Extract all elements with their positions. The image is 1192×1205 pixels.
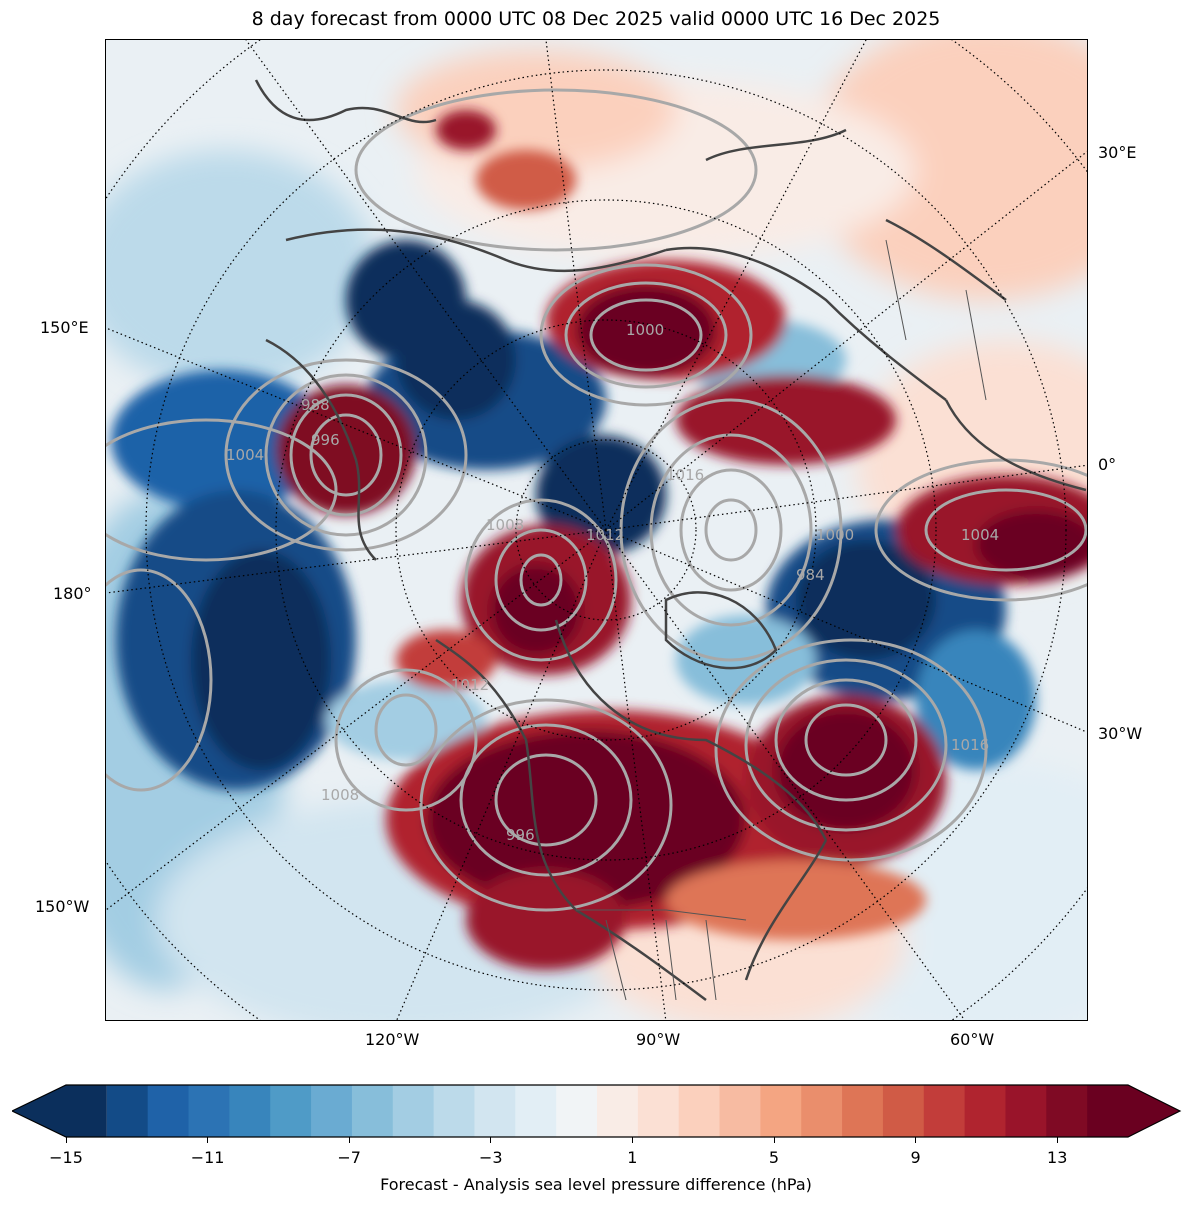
colorbar-cell (801, 1085, 843, 1137)
contour-label: 1000 (816, 526, 854, 544)
colorbar-cell (474, 1085, 516, 1137)
colorbar-tick-mark (773, 1137, 775, 1143)
plot-title: 8 day forecast from 0000 UTC 08 Dec 2025… (251, 8, 941, 30)
colorbar-tick-mark (490, 1137, 492, 1143)
colorbar-cell (1046, 1085, 1088, 1137)
lon-label: 180° (53, 584, 92, 603)
colorbar-cell (515, 1085, 557, 1137)
lon-label: 150°W (35, 897, 90, 916)
graticule (106, 40, 1087, 1020)
colorbar-cell (637, 1085, 680, 1137)
colorbar-cell (760, 1085, 802, 1137)
lon-label: 30°E (1098, 143, 1137, 162)
colorbar-cell (351, 1085, 394, 1137)
colorbar-cell (392, 1085, 435, 1137)
borders (576, 239, 987, 1001)
contour-label: 1012 (586, 526, 624, 544)
contour-labels: 1000 1008 1012 988 996 1004 1016 984 100… (226, 321, 999, 844)
colorbar-tick-label: −11 (190, 1148, 225, 1167)
contour-label: 988 (301, 396, 330, 414)
coastlines (254, 79, 1087, 1002)
colorbar-cell (556, 1085, 598, 1137)
colorbar-cell (229, 1085, 271, 1137)
colorbar-cell (311, 1085, 353, 1137)
colorbar-cell (923, 1085, 966, 1137)
colorbar-cell (964, 1085, 1007, 1137)
colorbar-cell (882, 1085, 925, 1137)
colorbar-tick-mark (207, 1137, 209, 1143)
contour-label: 1016 (666, 466, 704, 484)
contour-label: 996 (311, 431, 340, 449)
colorbar-tick-mark (631, 1137, 633, 1143)
contour-label: 1000 (626, 321, 664, 339)
lon-label: 90°W (636, 1030, 681, 1049)
colorbar-tick-mark (65, 1137, 67, 1143)
colorbar-tick-mark (915, 1137, 917, 1143)
lon-label: 150°E (40, 318, 89, 337)
colorbar-cell (678, 1085, 721, 1137)
colorbar-tick-label: 9 (910, 1148, 921, 1167)
colorbar (12, 1084, 1182, 1138)
map-canvas: 1000 1008 1012 988 996 1004 1016 984 100… (106, 40, 1087, 1020)
contour-label: 1008 (486, 516, 524, 534)
lon-label: 120°W (365, 1030, 420, 1049)
colorbar-tick-mark (348, 1137, 350, 1143)
colorbar-cell (842, 1085, 884, 1137)
colorbar-cell (147, 1085, 190, 1137)
colorbar-tick-label: −7 (337, 1148, 361, 1167)
contour-label: 996 (506, 826, 535, 844)
polar-map: 1000 1008 1012 988 996 1004 1016 984 100… (105, 39, 1088, 1021)
colorbar-cell (12, 1085, 107, 1137)
pressure-contours (106, 88, 1087, 912)
colorbar-cells (12, 1085, 1180, 1137)
colorbar-tick-mark (1056, 1137, 1058, 1143)
contour-label: 984 (796, 566, 825, 584)
lon-label: 0° (1098, 455, 1117, 474)
lon-label: 30°W (1098, 724, 1143, 743)
colorbar-tick-label: 5 (768, 1148, 780, 1167)
colorbar-cell (719, 1085, 761, 1137)
contour-label: 1004 (961, 526, 999, 544)
colorbar-cell (106, 1085, 149, 1137)
colorbar-cell (188, 1085, 230, 1137)
lon-label: 60°W (950, 1030, 995, 1049)
colorbar-cell (1005, 1085, 1047, 1137)
colorbar-tick-label: 1 (627, 1148, 638, 1167)
contour-label: 1004 (226, 446, 264, 464)
colorbar-cell (270, 1085, 312, 1137)
colorbar-cell (1087, 1085, 1180, 1137)
contour-label: 1008 (321, 786, 359, 804)
colorbar-tick-label: −3 (479, 1148, 503, 1167)
colorbar-cell (433, 1085, 476, 1137)
colorbar-tick-label: 13 (1047, 1148, 1068, 1167)
colorbar-label: Forecast - Analysis sea level pressure d… (380, 1175, 812, 1194)
colorbar-cell (597, 1085, 639, 1137)
contour-label: 1012 (451, 676, 489, 694)
contour-label: 1016 (951, 736, 989, 754)
colorbar-tick-label: −15 (49, 1148, 83, 1167)
